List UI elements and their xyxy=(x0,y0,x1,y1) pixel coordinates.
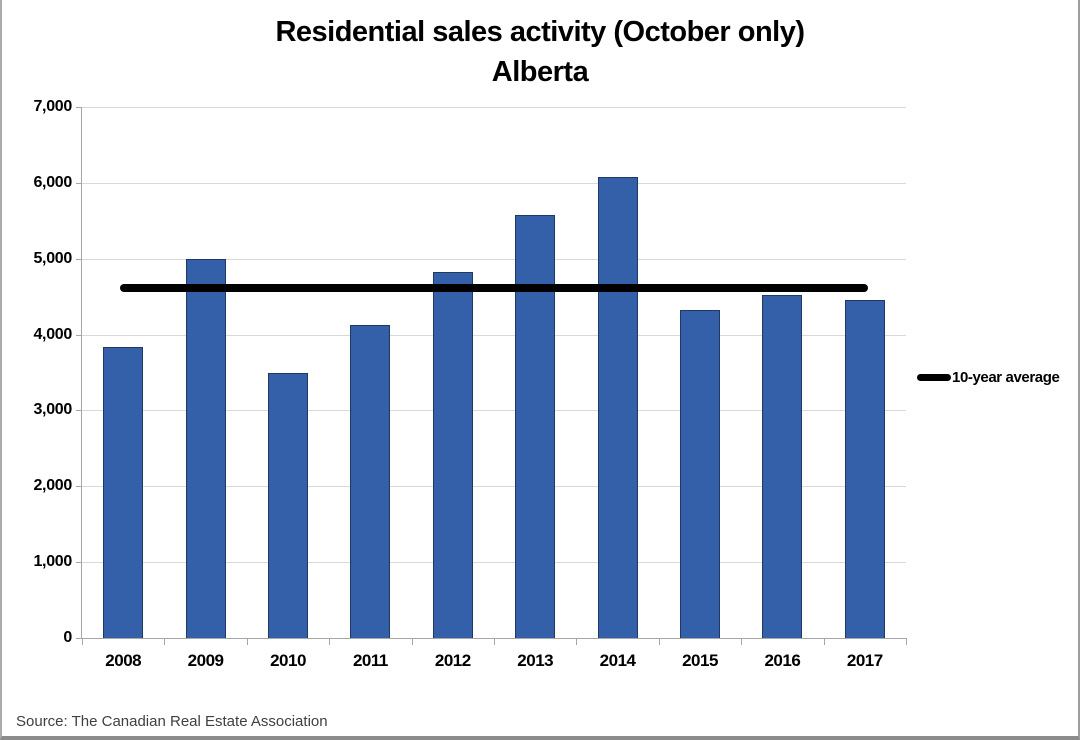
average-line xyxy=(120,283,868,292)
bar-2015 xyxy=(680,310,720,638)
chart-title-line1: Residential sales activity (October only… xyxy=(275,16,805,48)
x-axis-label-2014: 2014 xyxy=(599,651,636,670)
y-axis-tick-3,000 xyxy=(76,410,82,412)
x-axis-tick-4 xyxy=(411,639,413,645)
gridline-3,000 xyxy=(82,410,906,412)
x-axis-tick-8 xyxy=(741,639,743,645)
y-axis-label-5,000: 5,000 xyxy=(33,249,72,267)
x-axis-tick-1 xyxy=(164,639,166,645)
x-axis-tick-7 xyxy=(658,639,660,645)
x-axis-tick-10 xyxy=(906,639,907,645)
y-axis-label-3,000: 3,000 xyxy=(33,401,72,419)
x-axis-tick-9 xyxy=(823,639,825,645)
bar-2014 xyxy=(597,176,638,638)
y-axis-line xyxy=(81,107,82,638)
bar-2010 xyxy=(268,372,308,638)
y-axis-label-4,000: 4,000 xyxy=(33,325,72,343)
gridline-5,000 xyxy=(82,258,906,260)
average-line-legend-marker xyxy=(917,374,951,381)
bar-2013 xyxy=(515,214,556,638)
y-axis-label-2,000: 2,000 xyxy=(33,477,72,495)
gridline-6,000 xyxy=(82,182,906,184)
source-note: Source: The Canadian Real Estate Associa… xyxy=(16,713,328,730)
y-axis-label-1,000: 1,000 xyxy=(33,553,72,571)
y-axis-tick-2,000 xyxy=(76,486,82,488)
x-axis-tick-5 xyxy=(494,639,495,645)
y-axis-tick-5,000 xyxy=(76,258,82,260)
gridline-1,000 xyxy=(82,562,906,564)
x-axis-tick-3 xyxy=(329,639,331,645)
legend-label: 10-year average xyxy=(952,369,1060,386)
x-axis-label-2011: 2011 xyxy=(352,651,388,670)
chart-title: Residential sales activity (October only… xyxy=(2,12,1078,92)
x-axis-label-2009: 2009 xyxy=(187,651,224,670)
bar-2008 xyxy=(103,346,144,638)
y-axis-label-0: 0 xyxy=(63,629,72,646)
y-axis-label-7,000: 7,000 xyxy=(33,98,72,115)
bar-2017 xyxy=(844,300,885,638)
x-axis-label-2012: 2012 xyxy=(434,651,471,670)
x-axis-line xyxy=(81,638,907,639)
x-axis-tick-0 xyxy=(82,639,83,645)
x-axis-label-2015: 2015 xyxy=(682,651,718,670)
x-axis-tick-6 xyxy=(576,639,578,645)
x-axis-label-2008: 2008 xyxy=(105,651,142,670)
bar-2009 xyxy=(185,259,226,638)
legend: 10-year average xyxy=(917,369,1060,386)
y-axis-label-6,000: 6,000 xyxy=(33,173,72,191)
y-axis-tick-7,000 xyxy=(76,107,82,108)
x-axis-label-2010: 2010 xyxy=(270,651,306,670)
y-axis-tick-0 xyxy=(76,638,82,639)
chart-title-line2: Alberta xyxy=(491,56,589,88)
x-axis-tick-2 xyxy=(246,639,248,645)
bar-2012 xyxy=(432,272,473,638)
bar-2016 xyxy=(762,295,803,638)
gridline-4,000 xyxy=(82,334,906,336)
gridline-2,000 xyxy=(82,486,906,488)
y-axis-tick-4,000 xyxy=(76,334,82,336)
x-axis-label-2016: 2016 xyxy=(764,651,801,670)
bar-2011 xyxy=(350,324,391,638)
x-axis-label-2013: 2013 xyxy=(517,651,554,670)
y-axis-tick-6,000 xyxy=(76,182,82,184)
x-axis-label-2017: 2017 xyxy=(846,651,883,670)
y-axis-tick-1,000 xyxy=(76,562,82,564)
gridline-7,000 xyxy=(82,107,906,108)
